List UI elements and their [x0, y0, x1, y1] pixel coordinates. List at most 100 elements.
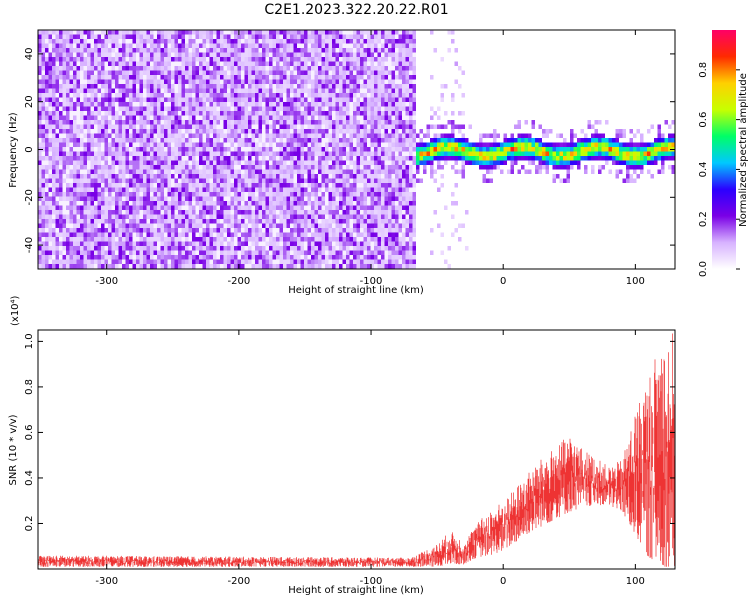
heatmap-cell [122, 57, 126, 62]
heatmap-cell [111, 228, 115, 233]
heatmap-cell [349, 34, 353, 39]
heatmap-cell [132, 124, 136, 129]
heatmap-cell [69, 48, 73, 53]
heatmap-cell [206, 237, 210, 242]
heatmap-cell [83, 124, 87, 129]
heatmap-cell [45, 174, 49, 179]
heatmap-cell [241, 93, 245, 98]
heatmap-cell [136, 57, 140, 62]
heatmap-cell [115, 259, 119, 264]
heatmap-cell [237, 165, 241, 170]
heatmap-cell [227, 61, 231, 66]
heatmap-cell [181, 93, 185, 98]
heatmap-cell [307, 228, 311, 233]
heatmap-cell [353, 66, 357, 71]
heatmap-cell [304, 259, 308, 264]
heatmap-cell [251, 133, 255, 138]
heatmap-cell [307, 138, 311, 143]
heatmap-cell [59, 192, 63, 197]
heatmap-cell [213, 39, 217, 44]
heatmap-cell [185, 201, 189, 206]
heatmap-cell [73, 52, 77, 57]
heatmap-cell [349, 115, 353, 120]
heatmap-cell [129, 192, 133, 197]
heatmap-cell [328, 106, 332, 111]
heatmap-cell [307, 214, 311, 219]
heatmap-cell [41, 102, 45, 107]
figure-title: C2E1.2023.322.20.22.R01 [264, 2, 449, 18]
heatmap-cell [171, 48, 175, 53]
heatmap-cell [73, 250, 77, 255]
heatmap-cell [129, 147, 133, 152]
heatmap-cell [199, 169, 203, 174]
heatmap-cell [146, 174, 150, 179]
heatmap-cell [122, 39, 126, 44]
heatmap-cell [297, 201, 301, 206]
heatmap-cell [269, 196, 273, 201]
heatmap-cell [325, 39, 329, 44]
heatmap-cell [199, 228, 203, 233]
heatmap-cell [325, 57, 329, 62]
heatmap-cell [223, 201, 227, 206]
heatmap-cell [286, 255, 290, 260]
heatmap-cell [283, 246, 287, 251]
heatmap-cell [265, 34, 269, 39]
heatmap-cell [265, 192, 269, 197]
heatmap-cell [108, 259, 112, 264]
heatmap-cell [111, 133, 115, 138]
heatmap-cell [349, 237, 353, 242]
heatmap-cell [332, 210, 336, 215]
heatmap-cell [181, 178, 185, 183]
heatmap-cell [132, 192, 136, 197]
heatmap-cell [118, 115, 122, 120]
heatmap-cell [318, 34, 322, 39]
heatmap-cell [157, 201, 161, 206]
heatmap-cell [146, 250, 150, 255]
heatmap-cell [129, 88, 133, 93]
heatmap-cell [202, 142, 206, 147]
heatmap-cell [360, 97, 364, 102]
heatmap-cell [230, 192, 234, 197]
heatmap-cell [48, 223, 52, 228]
heatmap-cell [216, 255, 220, 260]
heatmap-cell [167, 106, 171, 111]
heatmap-cell [59, 70, 63, 75]
heatmap-cell [153, 223, 157, 228]
heatmap-cell [241, 34, 245, 39]
heatmap-cell [318, 75, 322, 80]
heatmap-cell [300, 156, 304, 161]
heatmap-cell [335, 219, 339, 224]
heatmap-cell [122, 246, 126, 251]
heatmap-cell [234, 237, 238, 242]
heatmap-cell [346, 169, 350, 174]
heatmap-cell [178, 124, 182, 129]
heatmap-cell [164, 34, 168, 39]
heatmap-cell [216, 34, 220, 39]
heatmap-cell [325, 79, 329, 84]
heatmap-cell [307, 187, 311, 192]
heatmap-cell [146, 196, 150, 201]
heatmap-cell [150, 93, 154, 98]
heatmap-cell [66, 147, 70, 152]
heatmap-cell [80, 30, 84, 35]
heatmap-cell [59, 102, 63, 107]
heatmap-cell [115, 102, 119, 107]
heatmap-cell [216, 147, 220, 152]
heatmap-cell [318, 151, 322, 156]
heatmap-cell [146, 93, 150, 98]
heatmap-cell [220, 66, 224, 71]
heatmap-cell [171, 196, 175, 201]
heatmap-cell [76, 250, 80, 255]
heatmap-cell [293, 187, 297, 192]
heatmap-cell [248, 183, 252, 188]
heatmap-cell [349, 160, 353, 165]
heatmap-cell [188, 228, 192, 233]
heatmap-cell [286, 147, 290, 152]
heatmap-cell [174, 61, 178, 66]
heatmap-cell [111, 214, 115, 219]
heatmap-cell [199, 70, 203, 75]
heatmap-cell [300, 111, 304, 116]
heatmap-cell [73, 75, 77, 80]
heatmap-cell [62, 30, 66, 35]
heatmap-cell [335, 138, 339, 143]
